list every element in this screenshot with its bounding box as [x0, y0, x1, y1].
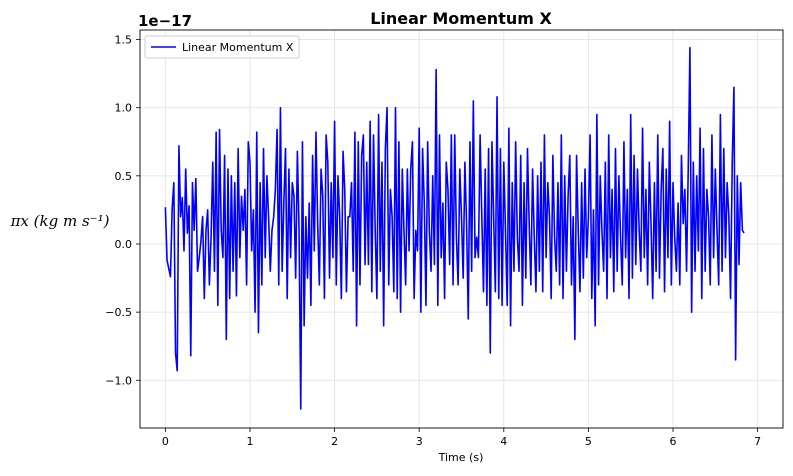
legend-label: Linear Momentum X [182, 41, 294, 54]
y-tick-label: −0.5 [105, 306, 132, 319]
x-tick-label: 6 [670, 435, 677, 448]
x-tick-label: 3 [416, 435, 423, 448]
y-tick-label: −1.0 [105, 374, 132, 387]
x-tick-label: 0 [162, 435, 169, 448]
legend: Linear Momentum X [144, 35, 300, 59]
y-axis-ticks: −1.0 −0.5 0.0 0.5 1.0 1.5 [105, 34, 140, 387]
plot-frame [139, 29, 784, 429]
y-tick-label: 0.5 [115, 170, 133, 183]
x-tick-label: 5 [585, 435, 592, 448]
x-axis-ticks: 0 1 2 3 4 5 6 7 [162, 428, 761, 448]
y-axis-label: πx (kg m s⁻¹) [10, 212, 110, 230]
x-tick-label: 4 [500, 435, 507, 448]
x-tick-label: 2 [331, 435, 338, 448]
y-tick-label: 1.0 [115, 102, 133, 115]
y-tick-label: 1.5 [115, 34, 133, 47]
x-tick-label: 7 [754, 435, 761, 448]
x-axis-label: Time (s) [438, 451, 484, 464]
legend-box [144, 35, 300, 59]
series-line-linear-momentum-x [164, 46, 745, 410]
chart-title: Linear Momentum X [370, 9, 552, 28]
y-offset-text: 1e−17 [138, 12, 192, 30]
y-tick-label: 0.0 [115, 238, 133, 251]
x-tick-label: 1 [246, 435, 253, 448]
